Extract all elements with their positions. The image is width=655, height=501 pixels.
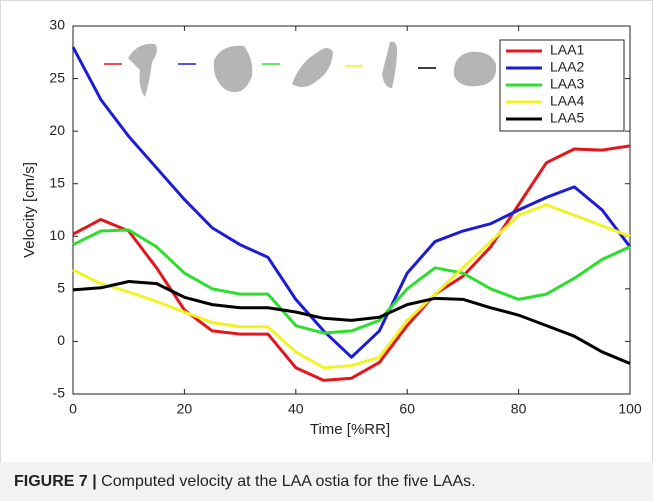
x-tick-label: 20 <box>177 401 193 417</box>
y-axis-label: Velocity [cm/s] <box>21 162 38 258</box>
legend-label: LAA2 <box>550 59 584 75</box>
series-line <box>72 203 631 370</box>
caption: FIGURE 7 | Computed velocity at the LAA … <box>0 462 653 501</box>
x-tick-label: 80 <box>511 401 527 417</box>
laa-shapes <box>104 41 497 97</box>
y-tick-label: -5 <box>53 385 66 401</box>
x-tick-label: 0 <box>69 401 77 417</box>
y-tick-label: 25 <box>49 69 65 85</box>
caption-label: FIGURE 7 | <box>14 473 97 490</box>
y-tick-label: 20 <box>49 122 65 138</box>
y-tick-label: 5 <box>57 280 65 296</box>
legend-label: LAA5 <box>550 110 584 126</box>
caption-text: Computed velocity at the LAA ostia for t… <box>96 473 476 490</box>
x-axis-label: Time [%RR] <box>310 421 390 438</box>
series-line <box>72 279 631 365</box>
legend-label: LAA3 <box>550 76 584 92</box>
series-line <box>72 228 631 335</box>
legend-label: LAA4 <box>550 93 584 109</box>
chart: Time [%RR] Velocity [cm/s] -505101520253… <box>21 17 642 438</box>
y-tick-label: 0 <box>57 332 65 348</box>
series-line <box>71 46 632 359</box>
y-tick-label: 15 <box>49 174 65 190</box>
plot-frame <box>72 25 631 395</box>
y-tick-label: 30 <box>49 17 65 33</box>
legend-label: LAA1 <box>550 42 584 58</box>
x-tick-label: 40 <box>288 401 304 417</box>
x-tick-label: 60 <box>399 401 415 417</box>
x-tick-label: 100 <box>618 401 642 417</box>
series-line <box>72 144 631 382</box>
y-tick-label: 10 <box>49 227 65 243</box>
